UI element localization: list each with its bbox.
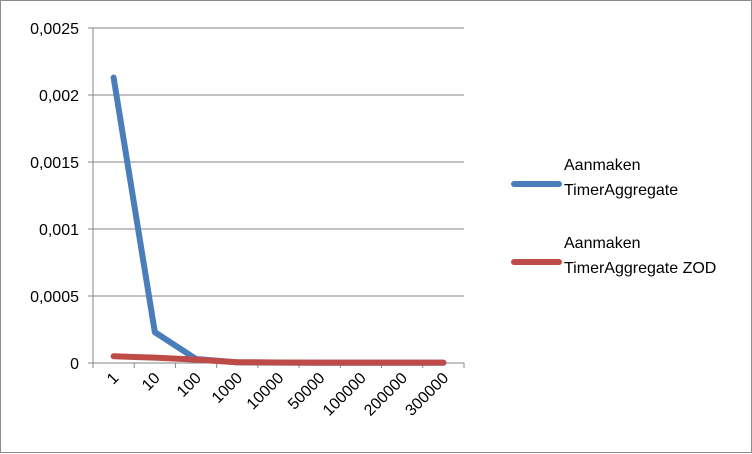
- legend-label-1: Aanmaken TimerAggregate: [564, 157, 678, 199]
- x-tick-label: 10: [139, 370, 164, 395]
- y-tick-label: 0: [70, 356, 79, 373]
- x-tick-label: 100000: [320, 370, 370, 420]
- y-tick-label: 0,0015: [30, 155, 79, 172]
- gridlines: [93, 27, 464, 297]
- y-tick-label: 0,0025: [30, 21, 79, 38]
- x-tick-label: 300000: [402, 370, 452, 420]
- y-tick-label: 0,001: [39, 222, 79, 239]
- legend: Aanmaken TimerAggregate Aanmaken TimerAggre…: [511, 157, 716, 277]
- x-tick-label: 10000: [244, 370, 288, 414]
- series-line-2: [110, 353, 447, 366]
- y-axis-tick-labels: 0 0,0005 0,001 0,0015 0,002 0,0025: [30, 21, 79, 373]
- axes: [88, 27, 465, 368]
- y-tick-label: 0,0005: [30, 289, 79, 306]
- x-tick-label: 100: [174, 370, 205, 401]
- x-tick-label: 1000: [209, 370, 246, 407]
- series-line-1: [110, 74, 447, 366]
- y-tick-label: 0,002: [39, 88, 79, 105]
- x-tick-label: 200000: [361, 370, 411, 420]
- x-tick-label: 1: [104, 370, 122, 388]
- series-lines: [110, 74, 447, 366]
- legend-label-2: Aanmaken TimerAggregate ZOD: [564, 235, 716, 277]
